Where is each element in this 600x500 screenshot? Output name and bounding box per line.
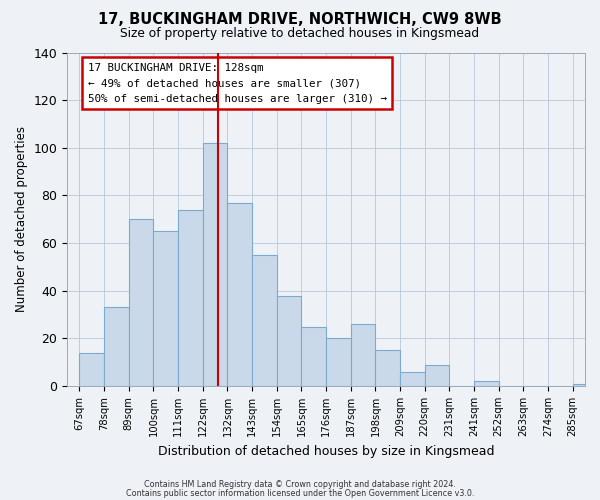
Bar	[178, 210, 203, 386]
Bar	[425, 364, 449, 386]
Text: 17 BUCKINGHAM DRIVE: 128sqm
← 49% of detached houses are smaller (307)
50% of se: 17 BUCKINGHAM DRIVE: 128sqm ← 49% of det…	[88, 62, 387, 104]
Bar	[351, 324, 376, 386]
Bar	[154, 231, 178, 386]
Bar	[326, 338, 351, 386]
Bar	[203, 143, 227, 386]
Y-axis label: Number of detached properties: Number of detached properties	[15, 126, 28, 312]
Text: Size of property relative to detached houses in Kingsmead: Size of property relative to detached ho…	[121, 28, 479, 40]
X-axis label: Distribution of detached houses by size in Kingsmead: Distribution of detached houses by size …	[158, 444, 494, 458]
Bar	[572, 384, 598, 386]
Bar	[129, 220, 154, 386]
Bar	[301, 326, 326, 386]
Bar	[277, 296, 301, 386]
Bar	[376, 350, 400, 386]
Bar	[227, 202, 252, 386]
Bar	[79, 352, 104, 386]
Bar	[474, 382, 499, 386]
Text: 17, BUCKINGHAM DRIVE, NORTHWICH, CW9 8WB: 17, BUCKINGHAM DRIVE, NORTHWICH, CW9 8WB	[98, 12, 502, 28]
Bar	[400, 372, 425, 386]
Text: Contains public sector information licensed under the Open Government Licence v3: Contains public sector information licen…	[126, 488, 474, 498]
Bar	[252, 255, 277, 386]
Bar	[104, 308, 129, 386]
Text: Contains HM Land Registry data © Crown copyright and database right 2024.: Contains HM Land Registry data © Crown c…	[144, 480, 456, 489]
